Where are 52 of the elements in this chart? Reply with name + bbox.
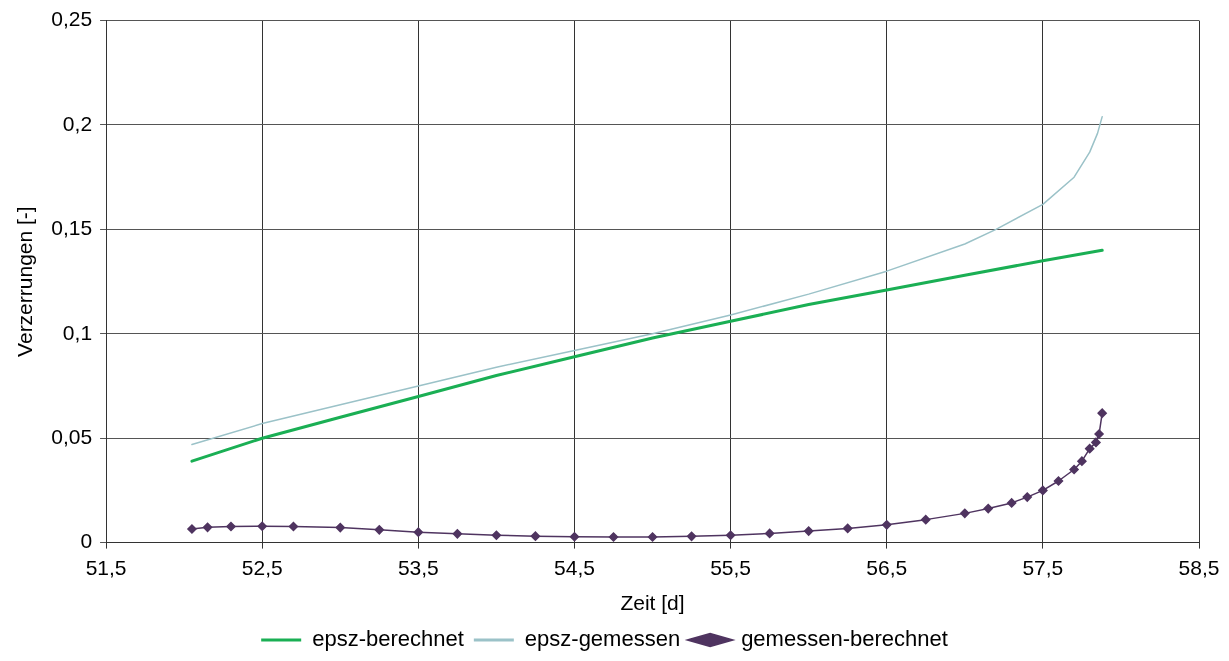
y-tick-label: 0,05	[51, 425, 93, 448]
legend-label: gemessen-berechnet	[741, 626, 948, 652]
x-tick-label: 56,5	[866, 556, 908, 579]
legend-label: epsz-gemessen	[524, 626, 681, 652]
point	[569, 532, 580, 542]
point	[187, 524, 197, 534]
y-tick-label: 0,15	[51, 216, 93, 240]
point	[202, 522, 213, 533]
point	[257, 521, 267, 532]
x-tick-label: 55,5	[710, 556, 752, 579]
point	[413, 527, 424, 537]
x-tick-label: 51,5	[85, 556, 127, 579]
point	[1006, 498, 1017, 508]
y-tick-label: 0	[80, 529, 93, 553]
point	[288, 521, 299, 532]
y-tick-label: 0,1	[62, 320, 93, 344]
point	[1053, 476, 1064, 486]
point	[1069, 464, 1079, 475]
point	[1094, 429, 1104, 439]
point	[530, 531, 541, 541]
y-tick-label: 0,25	[51, 7, 93, 31]
point	[452, 529, 463, 539]
point	[1077, 456, 1087, 466]
point	[374, 525, 385, 535]
point	[842, 523, 853, 534]
x-tick-label: 52,5	[241, 556, 283, 579]
x-tick-label: 58,5	[1178, 556, 1220, 579]
point	[1091, 437, 1101, 448]
point	[960, 508, 970, 519]
point	[491, 530, 502, 541]
legend-label: epsz-berechnet	[312, 626, 464, 652]
x-tick-label: 53,5	[397, 556, 439, 579]
point	[881, 520, 892, 530]
y-axis-title: Verzerrungen [-]	[13, 206, 37, 357]
point	[983, 503, 993, 514]
point	[647, 532, 658, 542]
x-tick-label: 57,5	[1022, 556, 1064, 579]
x-tick-label: 54,5	[554, 556, 595, 579]
x-axis-title: Zeit [d]	[620, 591, 685, 615]
point	[1038, 485, 1048, 496]
y-tick-label: 0,2	[62, 111, 93, 135]
point	[226, 521, 236, 532]
point	[608, 532, 619, 542]
point	[921, 514, 931, 525]
point	[764, 528, 775, 539]
point	[1084, 443, 1095, 454]
point	[725, 530, 736, 541]
point	[1097, 408, 1107, 418]
point	[803, 526, 814, 536]
point	[1022, 492, 1032, 502]
point	[686, 531, 697, 542]
point	[335, 522, 346, 533]
